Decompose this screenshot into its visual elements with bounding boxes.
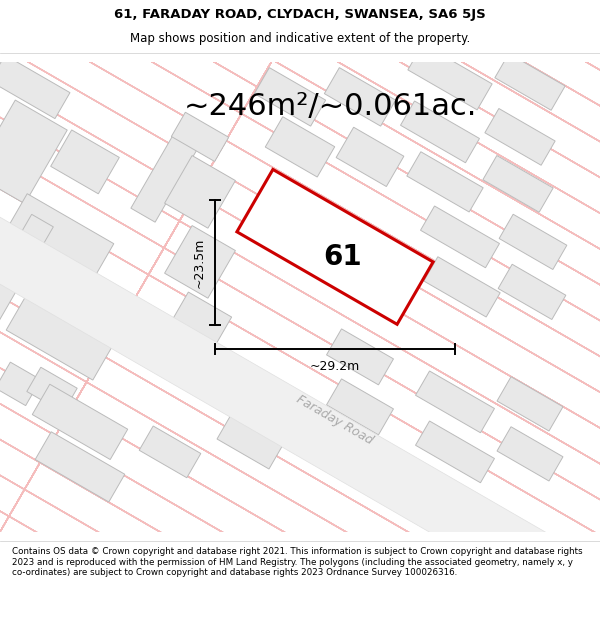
Polygon shape	[401, 101, 479, 162]
Polygon shape	[407, 152, 483, 212]
Polygon shape	[0, 214, 53, 339]
Polygon shape	[408, 44, 492, 110]
Polygon shape	[0, 100, 67, 204]
Polygon shape	[139, 426, 201, 478]
Polygon shape	[485, 109, 555, 165]
Polygon shape	[499, 214, 567, 269]
Polygon shape	[416, 371, 494, 432]
Polygon shape	[498, 264, 566, 319]
Polygon shape	[164, 226, 235, 298]
Polygon shape	[326, 379, 394, 435]
Polygon shape	[326, 329, 394, 385]
Polygon shape	[329, 431, 391, 482]
Text: Faraday Road: Faraday Road	[295, 392, 376, 447]
Polygon shape	[421, 206, 499, 268]
Polygon shape	[483, 156, 553, 212]
Text: ~23.5m: ~23.5m	[193, 237, 205, 288]
Text: 61, FARADAY ROAD, CLYDACH, SWANSEA, SA6 5JS: 61, FARADAY ROAD, CLYDACH, SWANSEA, SA6 …	[114, 8, 486, 21]
Polygon shape	[32, 384, 128, 459]
Polygon shape	[27, 368, 77, 413]
Polygon shape	[497, 427, 563, 481]
Polygon shape	[172, 112, 229, 161]
Text: 61: 61	[323, 243, 362, 271]
Text: ~246m²/~0.061ac.: ~246m²/~0.061ac.	[184, 92, 476, 121]
Polygon shape	[164, 156, 235, 228]
Polygon shape	[50, 130, 119, 194]
Polygon shape	[336, 127, 404, 186]
Polygon shape	[6, 294, 114, 380]
Polygon shape	[169, 292, 232, 352]
Text: Contains OS data © Crown copyright and database right 2021. This information is : Contains OS data © Crown copyright and d…	[12, 548, 583, 577]
Polygon shape	[254, 68, 326, 126]
Polygon shape	[6, 244, 114, 330]
Polygon shape	[497, 377, 563, 431]
Polygon shape	[0, 55, 70, 119]
Polygon shape	[131, 122, 205, 222]
Polygon shape	[0, 362, 41, 406]
Text: ~29.2m: ~29.2m	[310, 361, 360, 373]
Polygon shape	[325, 68, 395, 126]
Polygon shape	[495, 54, 565, 110]
Polygon shape	[237, 169, 433, 324]
Polygon shape	[0, 211, 600, 625]
Polygon shape	[416, 421, 494, 482]
Polygon shape	[35, 432, 125, 502]
Polygon shape	[424, 257, 500, 317]
Polygon shape	[217, 415, 283, 469]
Text: Map shows position and indicative extent of the property.: Map shows position and indicative extent…	[130, 32, 470, 45]
Polygon shape	[6, 194, 114, 280]
Polygon shape	[265, 117, 335, 177]
